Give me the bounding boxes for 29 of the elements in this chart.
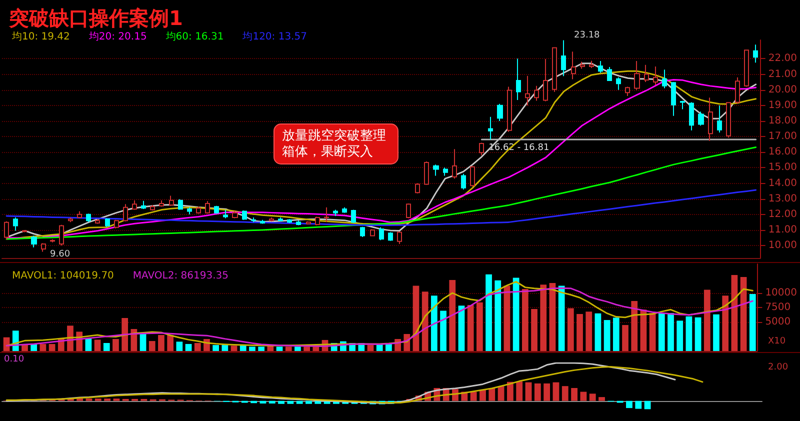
text: MAVOL2: 86193.35 xyxy=(132,270,228,282)
text: 均20: 20.15 xyxy=(88,30,147,42)
y-tick-label: 5000 xyxy=(765,316,791,328)
y-tick-label: 12.00 xyxy=(768,208,798,220)
annotation: 23.18 xyxy=(574,30,600,40)
annotation: 放量跳空突破整理箱体，果断买入 xyxy=(282,128,386,160)
y-tick-label: 20.00 xyxy=(768,84,798,96)
y-tick-label: 14.00 xyxy=(768,178,798,189)
annotation: 0.10 xyxy=(4,354,24,364)
y-tick-label: 19.00 xyxy=(768,100,798,111)
annotation: 9.60 xyxy=(50,250,70,260)
y-tick-label: 13.00 xyxy=(768,193,798,204)
text: 均10: 19.42 xyxy=(11,30,70,42)
text: 均60: 16.31 xyxy=(164,30,224,42)
y-tick-label: 15.00 xyxy=(768,162,798,174)
y-tick-label: 11.00 xyxy=(768,224,798,236)
text: 2.00 xyxy=(768,362,788,372)
y-tick-label: 7500 xyxy=(765,302,791,313)
y-tick-label: 17.00 xyxy=(768,131,798,142)
text: 均120: 13.57 xyxy=(242,30,307,42)
y-tick-label: 10000 xyxy=(765,288,797,298)
text: X10 xyxy=(768,336,786,346)
y-tick-label: 10.00 xyxy=(768,240,798,252)
y-tick-label: 22.00 xyxy=(768,53,798,64)
y-tick-label: 16.00 xyxy=(768,146,798,158)
y-tick-label: 21.00 xyxy=(768,68,798,80)
y-tick-label: 18.00 xyxy=(768,115,798,126)
text: MAVOL1: 104019.70 xyxy=(12,270,114,282)
chart-title: 突破缺口操作案例1 xyxy=(8,6,183,30)
